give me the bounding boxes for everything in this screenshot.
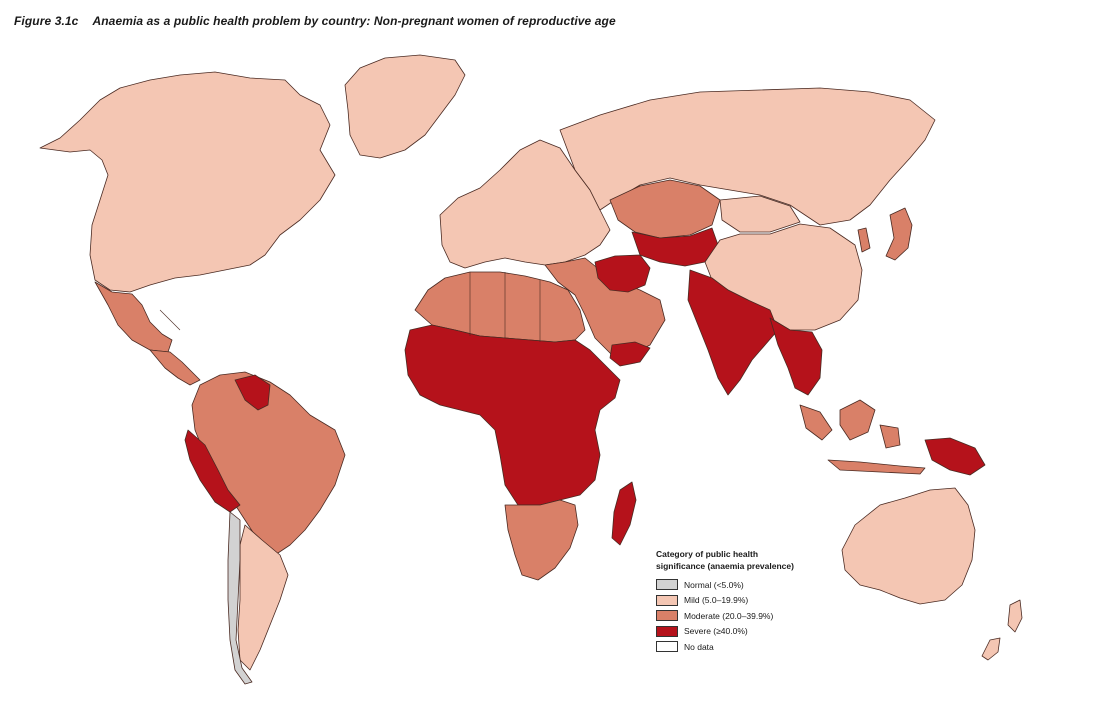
legend-label: Moderate (20.0–39.9%) bbox=[684, 610, 774, 621]
region-southeast-asia bbox=[769, 317, 823, 396]
region-papua-new-guinea bbox=[924, 437, 986, 476]
region-chile bbox=[227, 511, 253, 685]
region-southern-africa bbox=[504, 499, 579, 581]
region-madagascar bbox=[611, 481, 637, 546]
region-sub-saharan-africa bbox=[404, 324, 621, 506]
region-greenland bbox=[344, 54, 466, 159]
legend-item: No data bbox=[656, 639, 856, 655]
legend-item: Normal (<5.0%) bbox=[656, 577, 856, 593]
figure-title: Figure 3.1c Anaemia as a public health pr… bbox=[14, 14, 616, 28]
legend-title-line1: Category of public health bbox=[656, 549, 759, 559]
map-legend: Category of public health significance (… bbox=[656, 548, 856, 655]
region-australia bbox=[841, 487, 976, 605]
legend-swatch bbox=[656, 641, 678, 653]
legend-label: Normal (<5.0%) bbox=[684, 579, 744, 590]
region-mexico bbox=[94, 281, 173, 353]
legend-item: Moderate (20.0–39.9%) bbox=[656, 608, 856, 624]
region-new-zealand bbox=[981, 599, 1023, 661]
region-india bbox=[687, 269, 779, 396]
region-indonesia bbox=[799, 399, 926, 475]
legend-label: No data bbox=[684, 641, 714, 652]
region-europe bbox=[439, 139, 611, 269]
region-north-america bbox=[39, 71, 336, 293]
region-japan-korea bbox=[857, 207, 913, 261]
legend-title: Category of public health significance (… bbox=[656, 548, 856, 572]
legend-item: Severe (≥40.0%) bbox=[656, 624, 856, 640]
region-central-america bbox=[149, 349, 201, 386]
region-yemen bbox=[609, 341, 651, 367]
legend-item: Mild (5.0–19.9%) bbox=[656, 593, 856, 609]
legend-items: Normal (<5.0%) Mild (5.0–19.9%) Moderate (… bbox=[656, 577, 856, 655]
legend-swatch bbox=[656, 610, 678, 622]
figure-caption: Anaemia as a public health problem by co… bbox=[92, 14, 616, 28]
region-argentina bbox=[237, 524, 289, 671]
legend-swatch bbox=[656, 594, 678, 606]
legend-title-line2: significance (anaemia prevalence) bbox=[656, 561, 794, 571]
region-middle-east bbox=[544, 257, 666, 356]
figure-number: Figure 3.1c bbox=[14, 14, 79, 28]
legend-label: Severe (≥40.0%) bbox=[684, 626, 748, 637]
legend-swatch bbox=[656, 579, 678, 591]
legend-label: Mild (5.0–19.9%) bbox=[684, 595, 749, 606]
region-venezuela-guyana bbox=[234, 374, 271, 411]
region-kazakhstan bbox=[609, 179, 721, 239]
legend-swatch bbox=[656, 625, 678, 637]
region-iraq-iran bbox=[594, 254, 651, 293]
region-mongolia bbox=[719, 195, 801, 233]
